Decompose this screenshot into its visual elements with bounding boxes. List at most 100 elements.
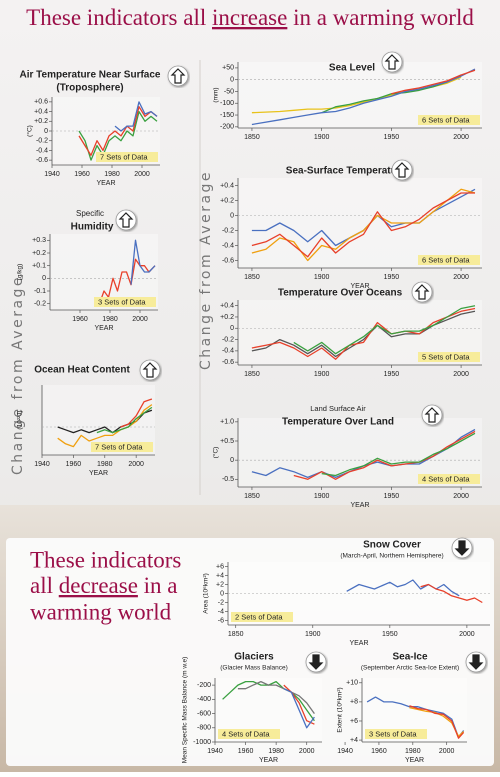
y-tick-label: +0.2 [220, 197, 234, 204]
x-tick-label: 1960 [74, 171, 90, 178]
x-tick-label: 2000 [132, 316, 148, 323]
note: 4 Sets of Data [422, 474, 470, 483]
data-line [57, 404, 153, 448]
note: 2 Sets of Data [235, 612, 283, 621]
note: 7 Sets of Data [95, 442, 143, 451]
y-axis-label: Extent (10⁶km²) [337, 687, 344, 732]
data-line [237, 680, 315, 714]
data-line [293, 430, 476, 480]
y-tick-label: +1.0 [220, 419, 234, 426]
chart-subtitle: (September Arctic Sea-Ice Extent) [361, 665, 459, 672]
chart-title: Temperature Over Oceans [278, 288, 403, 299]
x-tick-label: 1940 [44, 171, 60, 178]
y-tick-label: -0.6 [222, 257, 234, 264]
y-tick-label: +10 [346, 680, 358, 687]
data-line [78, 106, 158, 156]
y-tick-label: 0 [230, 77, 234, 84]
y-tick-label: +0.2 [34, 118, 48, 125]
chart-subtitle: Specific [76, 209, 104, 218]
x-tick-label: 1940 [34, 461, 50, 468]
chart-title: Humidity [71, 222, 114, 233]
x-tick-label: 1980 [268, 748, 284, 755]
chart-title: Sea Level [329, 63, 375, 74]
y-tick-label: +50 [222, 65, 234, 72]
data-line [96, 406, 153, 434]
x-axis-label: YEAR [349, 640, 368, 647]
data-line [346, 579, 460, 597]
y-tick-label: -0.4 [222, 348, 234, 355]
x-tick-label: 1900 [314, 134, 330, 141]
x-tick-label: 1950 [384, 134, 400, 141]
note-bg [418, 352, 480, 362]
y-axis-label: (10²²J) [17, 410, 24, 429]
data-line [321, 432, 476, 477]
x-tick-label: 1950 [384, 274, 400, 281]
x-axis-label: YEAR [89, 470, 108, 477]
y-tick-label: -0.6 [222, 359, 234, 366]
data-line [251, 192, 475, 258]
y-axis-label: (mm) [213, 87, 220, 102]
chart-title: Snow Cover [363, 540, 421, 551]
note-bg [418, 115, 480, 125]
y-tick-label: -0.2 [222, 336, 234, 343]
chart-subtitle: Land Surface Air [310, 404, 366, 413]
data-line [366, 696, 465, 738]
x-tick-label: 1960 [371, 748, 387, 755]
note-bg [94, 297, 156, 307]
x-tick-label: 2000 [439, 748, 455, 755]
y-tick-label: +2 [216, 581, 224, 588]
chart-title: Temperature Over Land [282, 417, 394, 428]
data-line [251, 68, 476, 126]
note-bg [218, 729, 280, 739]
x-tick-label: 2000 [453, 274, 469, 281]
heading-increase: These indicators all increase in a warmi… [26, 5, 474, 30]
y-tick-label: +6 [350, 718, 358, 725]
arrow-up [170, 68, 186, 84]
x-tick-label: 1950 [382, 631, 398, 638]
x-tick-label: 2000 [459, 631, 475, 638]
y-tick-label: +0.2 [32, 250, 46, 257]
lower-panel [6, 538, 494, 766]
data-line [293, 305, 476, 355]
arrow-up [142, 362, 158, 378]
chart-title: Ocean Heat Content [34, 365, 130, 376]
y-tick-label: +6 [216, 563, 224, 570]
data-line [120, 398, 153, 428]
chart-title: Air Temperature Near Surface [20, 70, 161, 81]
x-tick-label: 1900 [314, 274, 330, 281]
y-tick-label: -4 [218, 608, 224, 615]
heading-decrease-line: all decrease in a [30, 573, 178, 598]
note-bg [365, 729, 427, 739]
note: 7 Sets of Data [100, 152, 148, 161]
chart-title: Glaciers [234, 652, 274, 663]
heading-decrease-line: These indicators [30, 547, 181, 572]
y-axis-label: (°C) [26, 125, 34, 137]
x-tick-label: 2000 [453, 493, 469, 500]
x-tick-label: 1850 [244, 493, 260, 500]
note-bg [91, 442, 153, 452]
x-tick-label: 1900 [314, 493, 330, 500]
y-tick-label: -0.2 [36, 138, 48, 145]
y-tick-label: -0.1 [34, 288, 46, 295]
x-tick-label: 1950 [384, 493, 400, 500]
note: 3 Sets of Data [98, 297, 146, 306]
note: 3 Sets of Data [369, 729, 417, 738]
y-tick-label: -150 [220, 112, 234, 119]
note: 6 Sets of Data [422, 255, 470, 264]
data-line [420, 583, 483, 604]
y-tick-label: -200 [220, 124, 234, 131]
y-tick-label: -0.2 [34, 301, 46, 308]
x-tick-label: 1980 [104, 171, 120, 178]
data-line [283, 684, 315, 725]
y-tick-label: +0.4 [34, 108, 48, 115]
y-tick-label: -6 [218, 617, 224, 624]
x-tick-label: 1850 [244, 134, 260, 141]
y-tick-label: +0.4 [220, 302, 234, 309]
y-axis-label: (°C) [212, 447, 220, 459]
y-tick-label: +0.3 [32, 237, 46, 244]
x-tick-label: 2000 [128, 461, 144, 468]
heading-keyword: decrease [59, 573, 138, 598]
note-bg [231, 612, 293, 622]
data-line [251, 188, 476, 262]
